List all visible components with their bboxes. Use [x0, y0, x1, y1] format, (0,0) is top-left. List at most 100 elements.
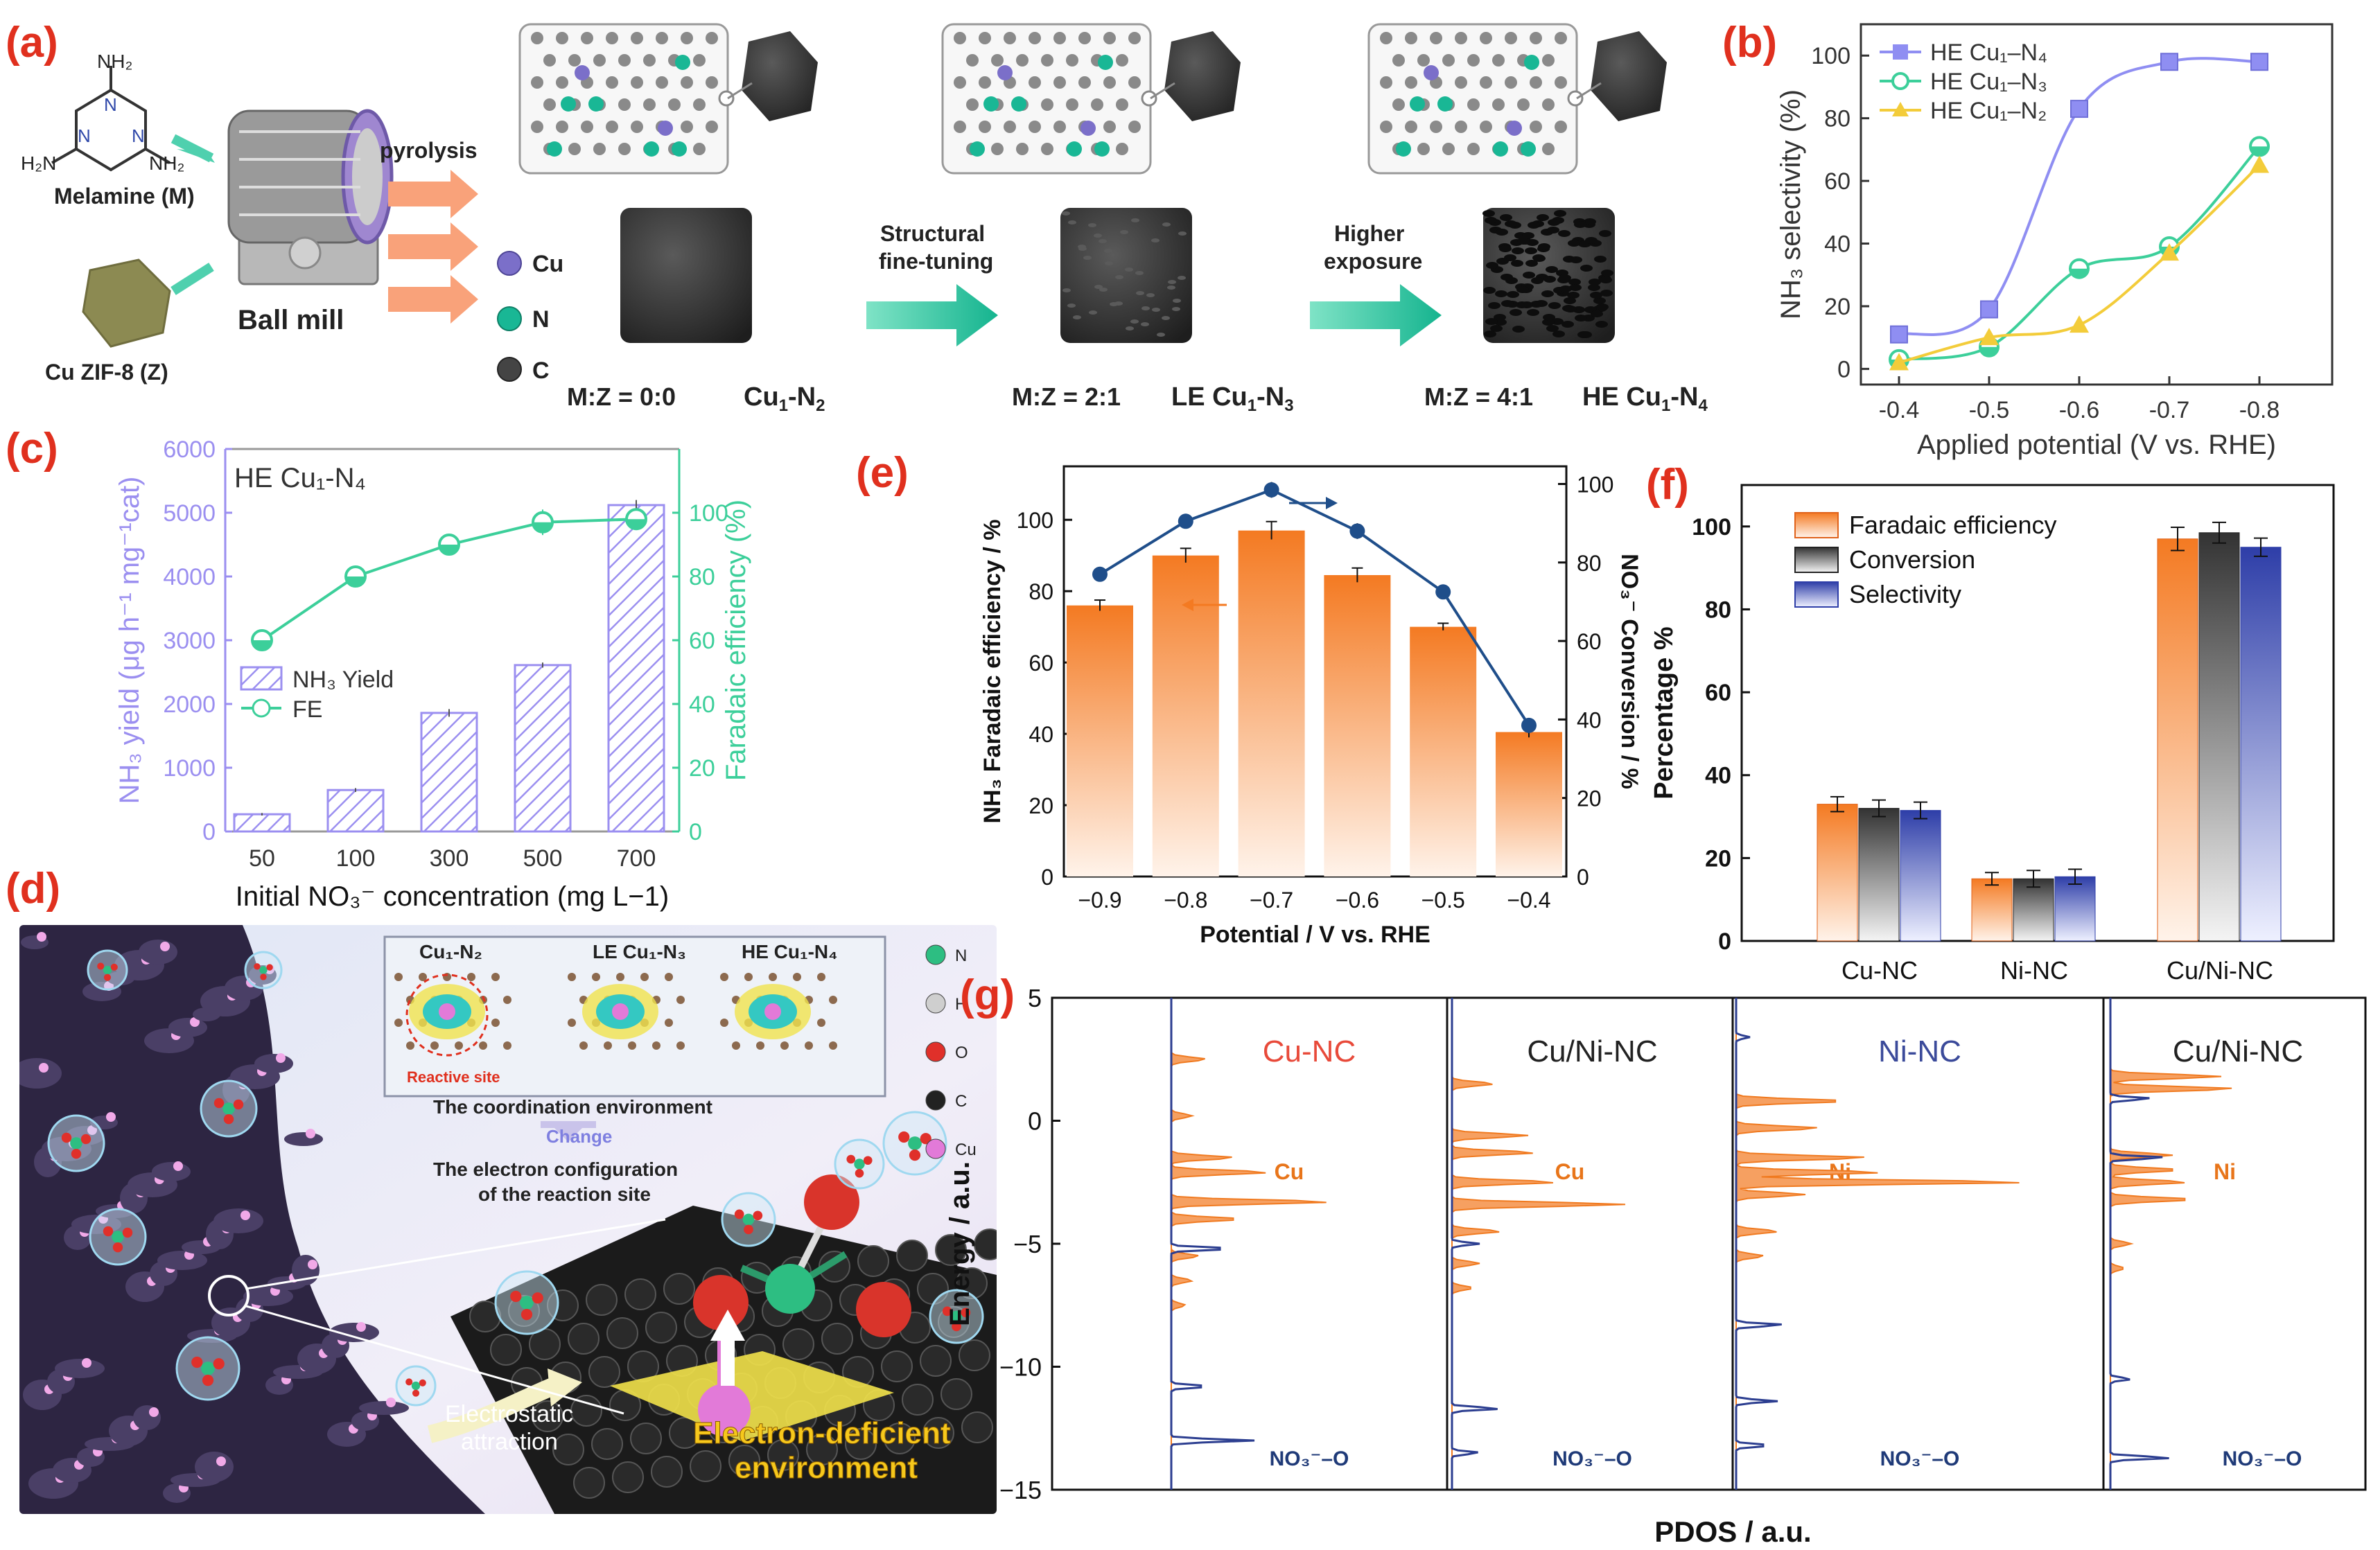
- inset-atom: [829, 996, 837, 1004]
- adsorbate-label: NO₃⁻–O: [1880, 1447, 1960, 1470]
- bar-1: [2198, 532, 2240, 942]
- yield-bar: [607, 504, 665, 833]
- pore: [1115, 275, 1123, 279]
- carbon-atom: [1442, 143, 1455, 155]
- x-tick-label: -0.4: [1879, 397, 1920, 423]
- pore: [1162, 316, 1170, 320]
- inset-title: HE Cu₁-N₄: [234, 463, 366, 493]
- svg-text:Electron-deficient: Electron-deficient: [693, 1416, 951, 1450]
- sheet-atom: [961, 1411, 993, 1443]
- svg-text:NH₂: NH₂: [149, 152, 184, 174]
- pore: [1552, 331, 1565, 337]
- pore: [1575, 315, 1587, 322]
- inset-atom: [829, 1041, 837, 1050]
- conversion-point: [1263, 482, 1279, 497]
- inset-atom: [616, 973, 624, 981]
- svg-text:attraction: attraction: [461, 1429, 558, 1455]
- faradaic-conversion-chart: 0 20 40 60 80 100 0 20 40 60 80 100 −0.9 −0.8 −0.7 −0.6…: [979, 465, 1643, 948]
- carbon-atom: [556, 76, 568, 89]
- pore: [195, 1452, 234, 1482]
- svg-text:Structural: Structural: [880, 221, 985, 246]
- x-tick-label: 500: [523, 845, 563, 872]
- y-tick-label: 0: [1718, 928, 1731, 955]
- sheet-atom: [782, 1328, 814, 1360]
- data-point: [2160, 53, 2178, 71]
- pore: [1094, 285, 1103, 289]
- y-tick-label: −15: [999, 1476, 1042, 1504]
- carbon-atom: [618, 98, 631, 111]
- sheet-atom: [630, 1423, 662, 1454]
- cu-site: [106, 1112, 116, 1122]
- carbon-atom: [1128, 32, 1141, 44]
- particle-icon: [742, 31, 818, 121]
- carbon-atom: [556, 121, 568, 133]
- pore: [1568, 240, 1580, 247]
- c-atom-icon: [497, 357, 522, 382]
- legend-swatch: [1794, 547, 1839, 573]
- y-left-tick-label: 6000: [163, 437, 216, 463]
- comparison-bar-chart: 0 20 40 60 80 100 Cu-NC Ni-NC Cu/Ni-NC Faradaic e…: [1650, 484, 2335, 985]
- conversion-line: [1099, 488, 1530, 726]
- inset-atom: [756, 1041, 764, 1050]
- pore: [1484, 331, 1496, 337]
- pore: [1517, 238, 1530, 245]
- carbon-atom: [954, 76, 966, 89]
- carbon-atom: [1555, 32, 1567, 44]
- y-left-axis-label: NH₃ yield (μg h⁻¹ mg⁻¹cat): [114, 477, 145, 804]
- carbon-atom: [1116, 143, 1128, 155]
- pore: [1157, 333, 1165, 337]
- cu-site: [216, 1456, 226, 1466]
- pore: [1548, 302, 1561, 309]
- cu-site: [149, 1407, 159, 1417]
- y-tick-label: 5: [1028, 984, 1042, 1012]
- y-tick-label: 80: [1705, 597, 1731, 623]
- bar-2: [1900, 810, 1941, 942]
- pore: [1499, 245, 1512, 252]
- yield-bar: [233, 813, 291, 833]
- data-point: [2160, 243, 2179, 261]
- inset-atom: [394, 973, 403, 981]
- carbon-atom: [668, 98, 681, 111]
- carbon-atom: [1004, 32, 1016, 44]
- pore: [1130, 319, 1139, 324]
- x-tick-label: −0.8: [1164, 888, 1207, 913]
- pore: [1533, 255, 1546, 262]
- inset-atom: [817, 1019, 825, 1027]
- carbon-atom: [1542, 54, 1555, 67]
- pore: [1136, 291, 1144, 295]
- dopant-atom: [644, 141, 659, 157]
- pore: [1543, 276, 1556, 283]
- bar-1: [2013, 878, 2054, 942]
- y-right-axis-label: Faradaic efficiency (%): [721, 500, 751, 781]
- carbon-atom: [1455, 76, 1467, 89]
- dopant-atom: [575, 65, 590, 80]
- x-tick-label: −0.9: [1078, 888, 1121, 913]
- pore: [1178, 276, 1186, 280]
- sheet-atom: [922, 1417, 954, 1449]
- legend-atom-icon: [925, 1138, 946, 1159]
- metal-pdos: [2110, 998, 2232, 1490]
- inset-atom: [720, 973, 728, 981]
- inset-atom: [467, 973, 475, 981]
- y-left-tick-label: 2000: [163, 692, 216, 718]
- panel-b: (b) 0 20 40 60 80 100 -0.4 -0.5 -0.6 -0.7 -0.8 Appl…: [1722, 19, 2334, 460]
- legend-atom-icon: [925, 1041, 946, 1062]
- carbon-atom: [1455, 32, 1467, 44]
- carbon-atom: [1041, 54, 1053, 67]
- x-tick-label: 100: [336, 845, 376, 872]
- sheet-atom: [570, 1395, 602, 1427]
- y-tick-label: −5: [1013, 1230, 1042, 1258]
- pore: [1569, 284, 1582, 291]
- fe-bar: [1410, 626, 1477, 877]
- x-tick-label: Ni-NC: [2000, 956, 2068, 985]
- pore: [1501, 300, 1514, 307]
- inset-atom: [732, 1041, 740, 1050]
- pore: [1500, 214, 1512, 221]
- sheet-atom: [974, 1228, 997, 1260]
- carbon-atom: [693, 143, 706, 155]
- y-axis-label: Energy / a.u.: [945, 1161, 975, 1326]
- panel-e: (e) 0 20 40 60 80 100 0 20 40 60 80 100 −0.9 −0.8 −0.7…: [856, 449, 1643, 948]
- cu-site: [87, 1125, 97, 1135]
- adsorbate-label: NO₃⁻–O: [1552, 1447, 1632, 1470]
- pore: [1548, 219, 1560, 226]
